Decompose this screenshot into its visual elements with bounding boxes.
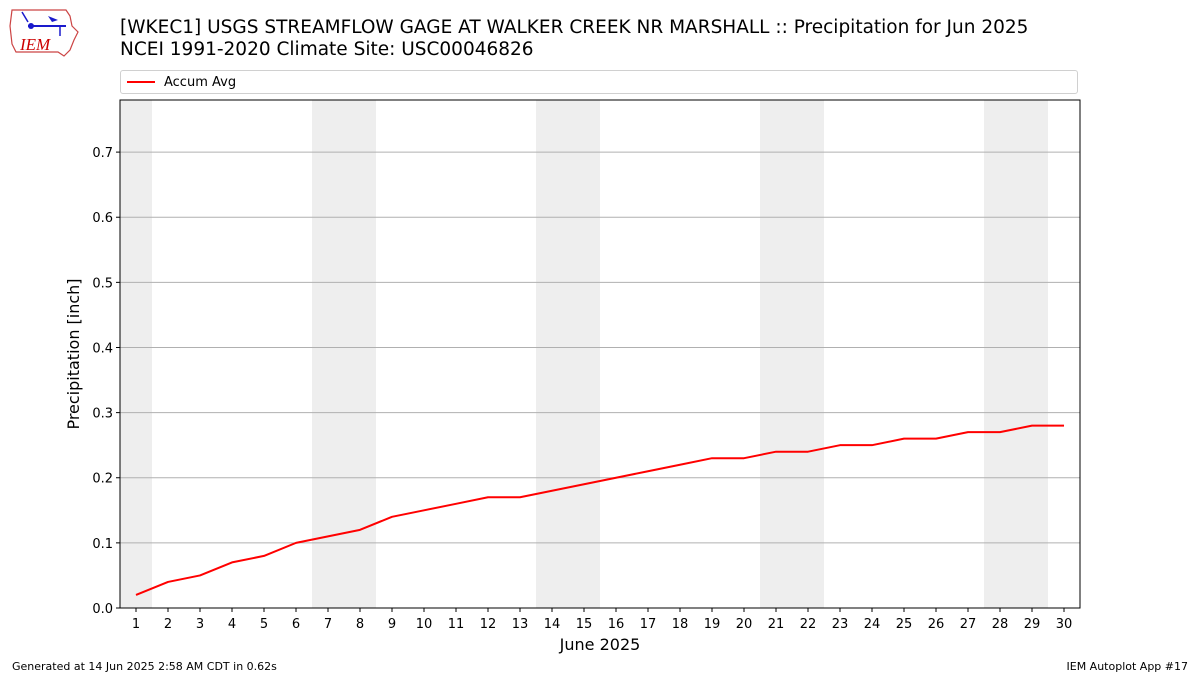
- y-tick-label: 0.7: [92, 146, 113, 161]
- weekend-shade: [536, 100, 600, 608]
- weekend-shade: [760, 100, 824, 608]
- y-tick-label: 0.2: [92, 472, 113, 487]
- x-tick-label: 11: [448, 617, 465, 632]
- x-axis-label: June 2025: [559, 635, 641, 654]
- x-tick-label: 30: [1056, 617, 1073, 632]
- weekend-shade: [984, 100, 1048, 608]
- series-line-accum-avg: [135, 424, 1064, 596]
- y-tick-label: 0.0: [92, 602, 113, 617]
- x-tick-label: 22: [800, 617, 817, 632]
- y-tick-label: 0.4: [92, 341, 113, 356]
- x-tick-label: 15: [576, 617, 593, 632]
- x-tick-label: 4: [228, 617, 236, 632]
- y-tick-label: 0.6: [92, 211, 113, 226]
- x-tick-label: 12: [480, 617, 497, 632]
- footer-generated: Generated at 14 Jun 2025 2:58 AM CDT in …: [12, 660, 277, 673]
- x-tick-label: 18: [672, 617, 689, 632]
- footer-app: IEM Autoplot App #17: [1066, 660, 1189, 673]
- x-tick-label: 5: [260, 617, 268, 632]
- x-tick-label: 23: [832, 617, 849, 632]
- x-tick-label: 19: [704, 617, 721, 632]
- x-tick-label: 8: [356, 617, 364, 632]
- x-tick-label: 13: [512, 617, 529, 632]
- x-tick-label: 14: [544, 617, 561, 632]
- x-tick-label: 16: [608, 617, 625, 632]
- x-tick-label: 9: [388, 617, 396, 632]
- x-tick-label: 2: [164, 617, 172, 632]
- x-tick-label: 24: [864, 617, 881, 632]
- x-tick-label: 27: [960, 617, 977, 632]
- x-tick-label: 20: [736, 617, 753, 632]
- x-tick-label: 25: [896, 617, 913, 632]
- weekend-shade: [120, 100, 152, 608]
- x-tick-label: 10: [416, 617, 433, 632]
- y-tick-label: 0.3: [92, 407, 113, 422]
- weekend-shade: [312, 100, 376, 608]
- y-tick-label: 0.1: [92, 537, 113, 552]
- x-tick-label: 3: [196, 617, 204, 632]
- y-axis-label: Precipitation [inch]: [64, 278, 83, 429]
- plot-frame: [119, 99, 1081, 609]
- x-tick-label: 28: [992, 617, 1009, 632]
- x-tick-label: 29: [1024, 617, 1041, 632]
- legend-swatch-accum-avg: [127, 81, 155, 83]
- x-tick-label: 26: [928, 617, 945, 632]
- x-tick-label: 6: [292, 617, 300, 632]
- chart-title: [WKEC1] USGS STREAMFLOW GAGE AT WALKER C…: [120, 17, 1029, 38]
- x-tick-label: 7: [324, 617, 332, 632]
- logo-text: IEM: [19, 35, 51, 54]
- x-tick-label: 21: [768, 617, 785, 632]
- legend-label-accum-avg: Accum Avg: [164, 75, 237, 90]
- x-tick-label: 1: [132, 617, 140, 632]
- iem-logo: IEM: [9, 9, 79, 57]
- x-tick-label: 17: [640, 617, 657, 632]
- chart-subtitle: NCEI 1991-2020 Climate Site: USC00046826: [120, 39, 534, 60]
- legend: Accum Avg: [120, 70, 1078, 94]
- y-tick-label: 0.5: [92, 276, 113, 291]
